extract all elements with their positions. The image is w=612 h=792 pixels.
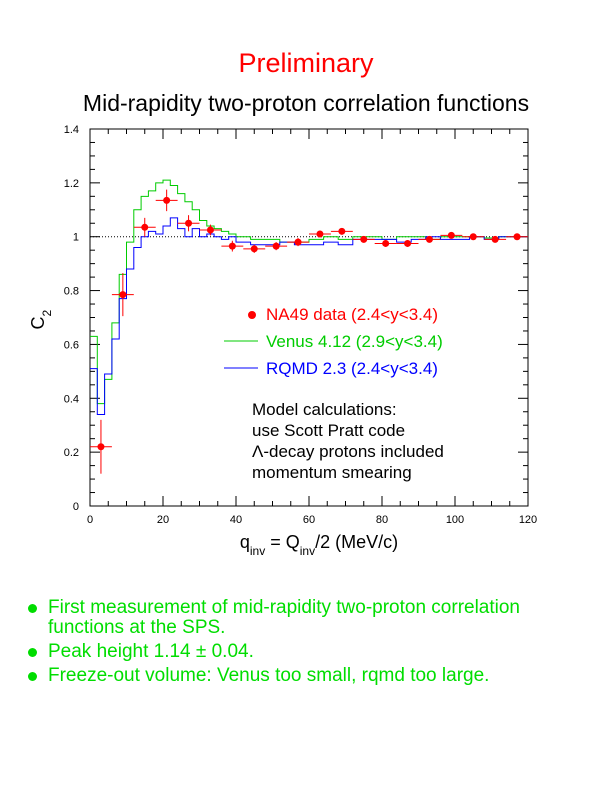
annotation-line: use Scott Pratt code <box>252 421 405 440</box>
data-point <box>360 235 368 243</box>
data-point <box>163 196 171 204</box>
na49-data-series <box>90 189 528 474</box>
bullet-dot <box>28 648 37 657</box>
x-axis-label: qinv = Qinv/2 (MeV/c) <box>240 532 398 558</box>
data-point <box>250 245 258 253</box>
x-tick-label: 80 <box>376 514 388 526</box>
data-point <box>447 231 455 239</box>
bullet-text: Freeze-out volume: Venus too small, rqmd… <box>48 665 490 686</box>
x-tick-label: 100 <box>446 514 464 526</box>
data-point <box>141 223 149 231</box>
y-tick-label: 0.8 <box>64 286 79 298</box>
legend-marker-na49 <box>248 311 256 319</box>
bullet-dot <box>28 672 37 681</box>
y-tick-label: 0.6 <box>64 339 79 351</box>
x-tick-label: 60 <box>303 514 315 526</box>
y-tick-label: 0.2 <box>64 447 79 459</box>
data-point <box>338 227 346 235</box>
data-point <box>491 235 499 243</box>
data-point <box>185 219 193 227</box>
bullet-text: Peak height 1.14 ± 0.04. <box>48 641 254 662</box>
annotation-line: Model calculations: <box>252 400 397 419</box>
data-point <box>272 242 280 250</box>
data-point <box>119 291 127 299</box>
venus-series <box>90 179 528 405</box>
y-tick-label: 1.2 <box>64 178 79 190</box>
model-annotation: Model calculations: use Scott Pratt code Λ… <box>252 400 444 482</box>
page-title: Mid-rapidity two-proton correlation func… <box>82 90 530 116</box>
legend-label-venus: Venus 4.12 (2.9<y<3.4) <box>266 332 443 351</box>
data-point <box>97 443 105 451</box>
y-tick-label: 0 <box>73 501 79 513</box>
x-tick-label: 0 <box>87 514 93 526</box>
data-point <box>228 242 236 250</box>
y-axis-label: C2 <box>28 310 54 330</box>
data-point <box>316 230 324 238</box>
legend-label-rqmd: RQMD 2.3 (2.4<y<3.4) <box>266 359 438 378</box>
legend-label-na49: NA49 data (2.4<y<3.4) <box>266 305 438 324</box>
annotation-line: Λ-decay protons included <box>252 442 444 461</box>
preliminary-label: Preliminary <box>238 48 374 78</box>
x-tick-label: 120 <box>519 514 537 526</box>
y-tick-label: 1 <box>73 232 79 244</box>
chart-axes: 0 20 40 60 80 100 120 0 0.2 0.4 0.6 0.8 1 1.2 1.4 qinv … <box>28 124 537 558</box>
data-point <box>404 239 412 247</box>
x-tick-label: 40 <box>230 514 242 526</box>
y-tick-label: 1.4 <box>64 124 79 136</box>
bullet-dot <box>28 604 37 613</box>
venus-histogram <box>90 179 528 405</box>
bullet-item: First measurement of mid-rapidity two-pr… <box>28 598 598 638</box>
data-point <box>513 233 521 241</box>
data-point <box>294 238 302 246</box>
y-tick-label: 0.4 <box>64 393 79 405</box>
data-point <box>425 235 433 243</box>
correlation-chart: 0 20 40 60 80 100 120 0 0.2 0.4 0.6 0.8 1 1.2 1.4 qinv … <box>28 124 537 558</box>
data-point <box>382 239 390 247</box>
bullet-list: First measurement of mid-rapidity two-pr… <box>28 598 598 690</box>
data-point <box>469 233 477 241</box>
data-point <box>206 226 214 234</box>
bullet-item: Freeze-out volume: Venus too small, rqmd… <box>28 666 598 686</box>
chart-legend: NA49 data (2.4<y<3.4) Venus 4.12 (2.9<y<3… <box>224 305 443 378</box>
x-tick-label: 20 <box>157 514 169 526</box>
bullet-item: Peak height 1.14 ± 0.04. <box>28 642 598 662</box>
bullet-text: First measurement of mid-rapidity two-pr… <box>48 597 521 638</box>
annotation-line: momentum smearing <box>252 463 412 482</box>
